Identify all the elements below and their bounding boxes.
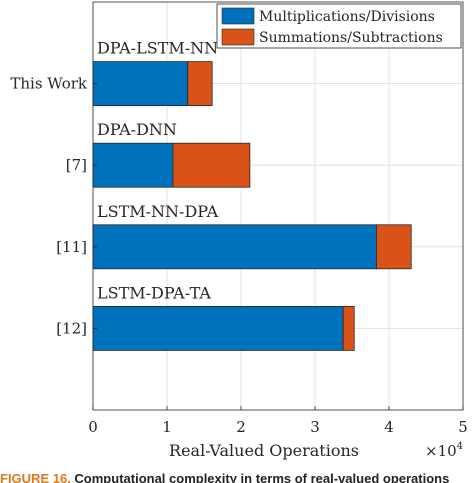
x-tick-label: 1 bbox=[162, 418, 172, 436]
bar-multiplications bbox=[92, 61, 189, 106]
x-axis-multiplier: ×104 bbox=[425, 441, 463, 460]
x-tick-label: 3 bbox=[310, 418, 320, 436]
legend-box bbox=[216, 3, 462, 49]
legend-swatch-multiplications bbox=[221, 7, 255, 25]
y-tick-label: [11] bbox=[56, 238, 87, 256]
bar-labels: DPA-LSTM-NN DPA-DNN LSTM-NN-DPA LSTM-DPA-TA bbox=[97, 39, 219, 303]
bar-method-label: LSTM-DPA-TA bbox=[97, 283, 211, 302]
legend-label-multiplications: Multiplications/Divisions bbox=[259, 9, 435, 25]
bar-summations bbox=[187, 61, 213, 106]
legend: Multiplications/Divisions Summations/Sub… bbox=[216, 3, 462, 49]
x-tick-labels: 0 1 2 3 4 5 bbox=[88, 418, 468, 436]
legend-swatch-summations bbox=[221, 28, 255, 46]
bar-method-label: LSTM-NN-DPA bbox=[97, 202, 219, 221]
bar-multiplications bbox=[92, 305, 344, 351]
bar-method-label: DPA-LSTM-NN bbox=[97, 39, 218, 58]
bar-summations bbox=[172, 142, 251, 188]
y-tick-labels: This Work [7] [11] [12] bbox=[10, 75, 88, 338]
bar-multiplications bbox=[92, 142, 174, 188]
x-tick-label: 0 bbox=[88, 418, 98, 436]
legend-label-summations: Summations/Subtractions bbox=[259, 30, 443, 46]
x-tick-label: 2 bbox=[236, 418, 246, 436]
y-tick-label: [12] bbox=[56, 319, 87, 337]
x-tick-label: 5 bbox=[458, 418, 468, 436]
bar-summations bbox=[342, 305, 355, 351]
bar-method-label: DPA-DNN bbox=[97, 120, 177, 139]
axis-ticks bbox=[92, 83, 464, 410]
y-tick-label: [7] bbox=[66, 156, 87, 174]
bar-summations bbox=[376, 224, 412, 270]
bars bbox=[92, 61, 412, 351]
caption-text: Computational complexity in terms of rea… bbox=[74, 472, 450, 483]
x-axis-label: Real-Valued Operations bbox=[169, 441, 359, 460]
x-tick-label: 4 bbox=[384, 418, 394, 436]
plot-frame bbox=[92, 1, 464, 411]
figure-caption: FIGURE 16. Computational complexity in t… bbox=[0, 472, 474, 483]
figure-number: FIGURE 16. bbox=[0, 472, 71, 483]
stacked-bar-chart: DPA-LSTM-NN DPA-DNN LSTM-NN-DPA LSTM-DPA-TA… bbox=[10, 1, 468, 460]
x-axis-multiplier-exponent: 4 bbox=[457, 441, 463, 452]
y-tick-label: This Work bbox=[10, 75, 88, 93]
bar-multiplications bbox=[92, 224, 377, 270]
